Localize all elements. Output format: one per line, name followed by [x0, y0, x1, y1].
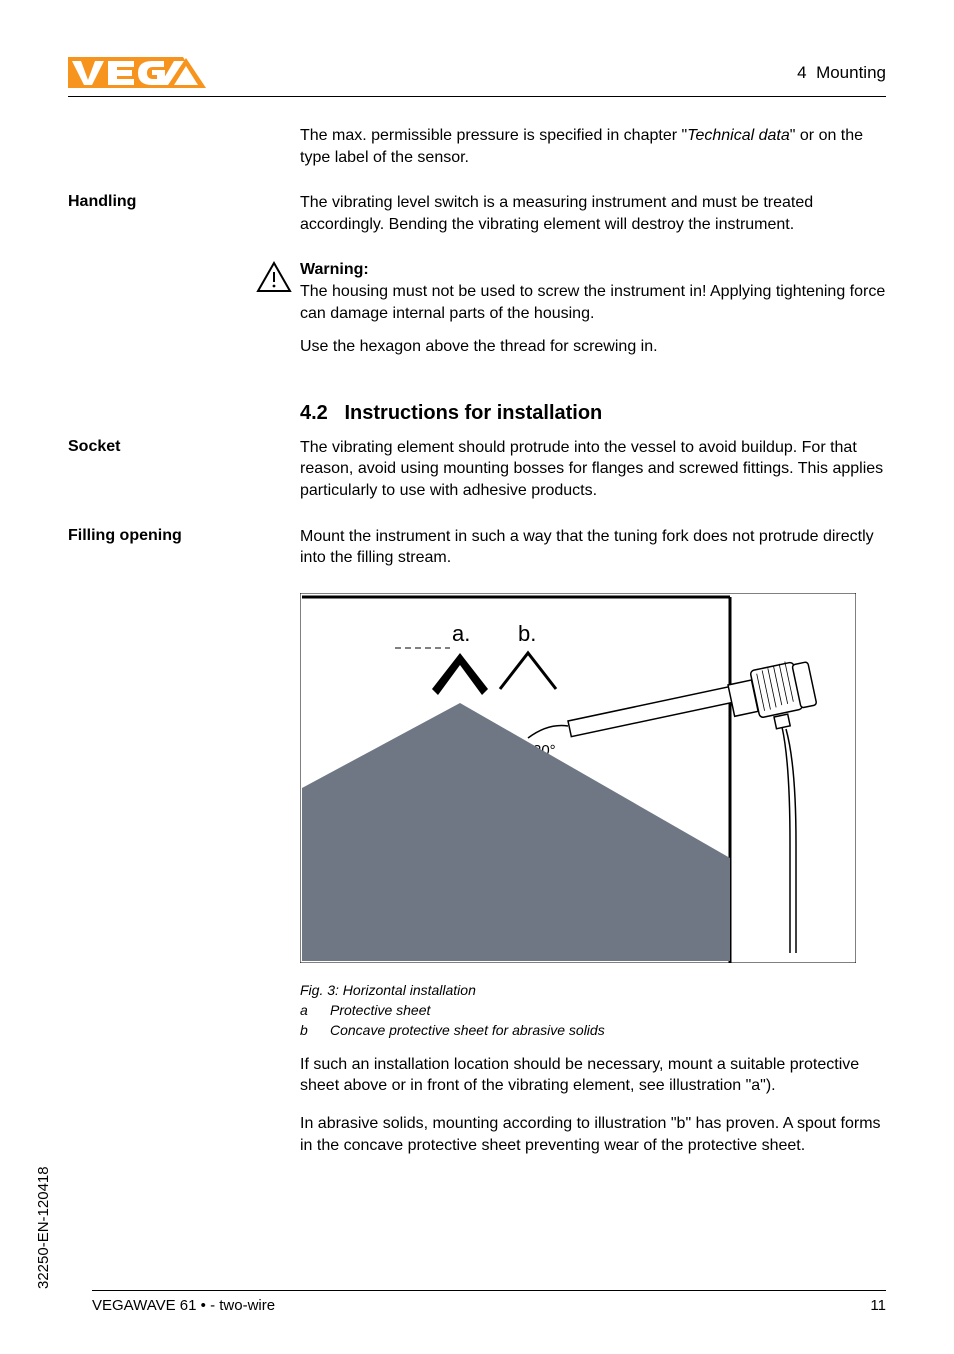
figure-3: a. b. 20° — [300, 593, 886, 1038]
legend-key-a: a — [300, 1002, 330, 1018]
diagram-label-a: a. — [452, 621, 470, 646]
handling-label: Handling — [68, 192, 300, 235]
empty-side — [68, 125, 300, 168]
handling-row: Handling The vibrating level switch is a… — [68, 192, 886, 235]
vega-logo — [68, 55, 208, 90]
legend-text-b: Concave protective sheet for abrasive so… — [330, 1022, 605, 1038]
after-fig-2-row: In abrasive solids, mounting according t… — [68, 1113, 886, 1156]
socket-label: Socket — [68, 437, 300, 502]
page-header: 4 Mounting — [68, 55, 886, 97]
legend-a: a Protective sheet — [300, 1002, 886, 1018]
pressure-text: The max. permissible pressure is specifi… — [300, 125, 886, 168]
after-fig-1-row: If such an installation location should … — [68, 1054, 886, 1097]
warning-icon — [256, 261, 292, 293]
text-italic: Technical data — [687, 127, 790, 144]
chapter-number: 4 — [797, 63, 806, 82]
warning-icon-col — [256, 259, 300, 324]
hexagon-text: Use the hexagon above the thread for scr… — [300, 336, 886, 358]
after-fig-1-text: If such an installation location should … — [300, 1054, 886, 1097]
empty-side — [68, 336, 300, 358]
after-fig-2-text: In abrasive solids, mounting according t… — [300, 1113, 886, 1156]
diagram-label-b: b. — [518, 621, 536, 646]
figure-caption: Fig. 3: Horizontal installation — [300, 982, 886, 998]
filling-row: Filling opening Mount the instrument in … — [68, 526, 886, 569]
section-title: Instructions for installation — [344, 402, 602, 424]
warning-body: The housing must not be used to screw th… — [300, 281, 886, 324]
section-number: 4.2 — [300, 402, 328, 424]
section-heading: 4.2 Instructions for installation — [300, 402, 886, 425]
warning-text-block: Warning: The housing must not be used to… — [300, 259, 886, 324]
socket-row: Socket The vibrating element should prot… — [68, 437, 886, 502]
handling-text: The vibrating level switch is a measurin… — [300, 192, 886, 235]
hexagon-row: Use the hexagon above the thread for scr… — [68, 336, 886, 358]
page-footer: VEGAWAVE 61 • - two-wire 11 — [92, 1290, 886, 1314]
filling-label: Filling opening — [68, 526, 300, 569]
warning-heading: Warning: — [300, 259, 886, 281]
chapter-title: Mounting — [816, 63, 886, 82]
chapter-label: 4 Mounting — [797, 63, 886, 83]
empty-side — [68, 1054, 300, 1097]
footer-page-number: 11 — [870, 1297, 886, 1314]
empty-side — [68, 1113, 300, 1156]
text: The max. permissible pressure is specifi… — [300, 127, 687, 144]
page-content: The max. permissible pressure is specifi… — [68, 125, 886, 1172]
warning-row: Warning: The housing must not be used to… — [68, 259, 886, 324]
legend-text-a: Protective sheet — [330, 1002, 430, 1018]
installation-diagram: a. b. 20° — [300, 593, 856, 963]
legend-key-b: b — [300, 1022, 330, 1038]
pressure-paragraph-row: The max. permissible pressure is specifi… — [68, 125, 886, 168]
legend-b: b Concave protective sheet for abrasive … — [300, 1022, 886, 1038]
footer-left: VEGAWAVE 61 • - two-wire — [92, 1297, 275, 1314]
socket-text: The vibrating element should protrude in… — [300, 437, 886, 502]
document-code: 32250-EN-120418 — [35, 1166, 52, 1289]
filling-text: Mount the instrument in such a way that … — [300, 526, 886, 569]
